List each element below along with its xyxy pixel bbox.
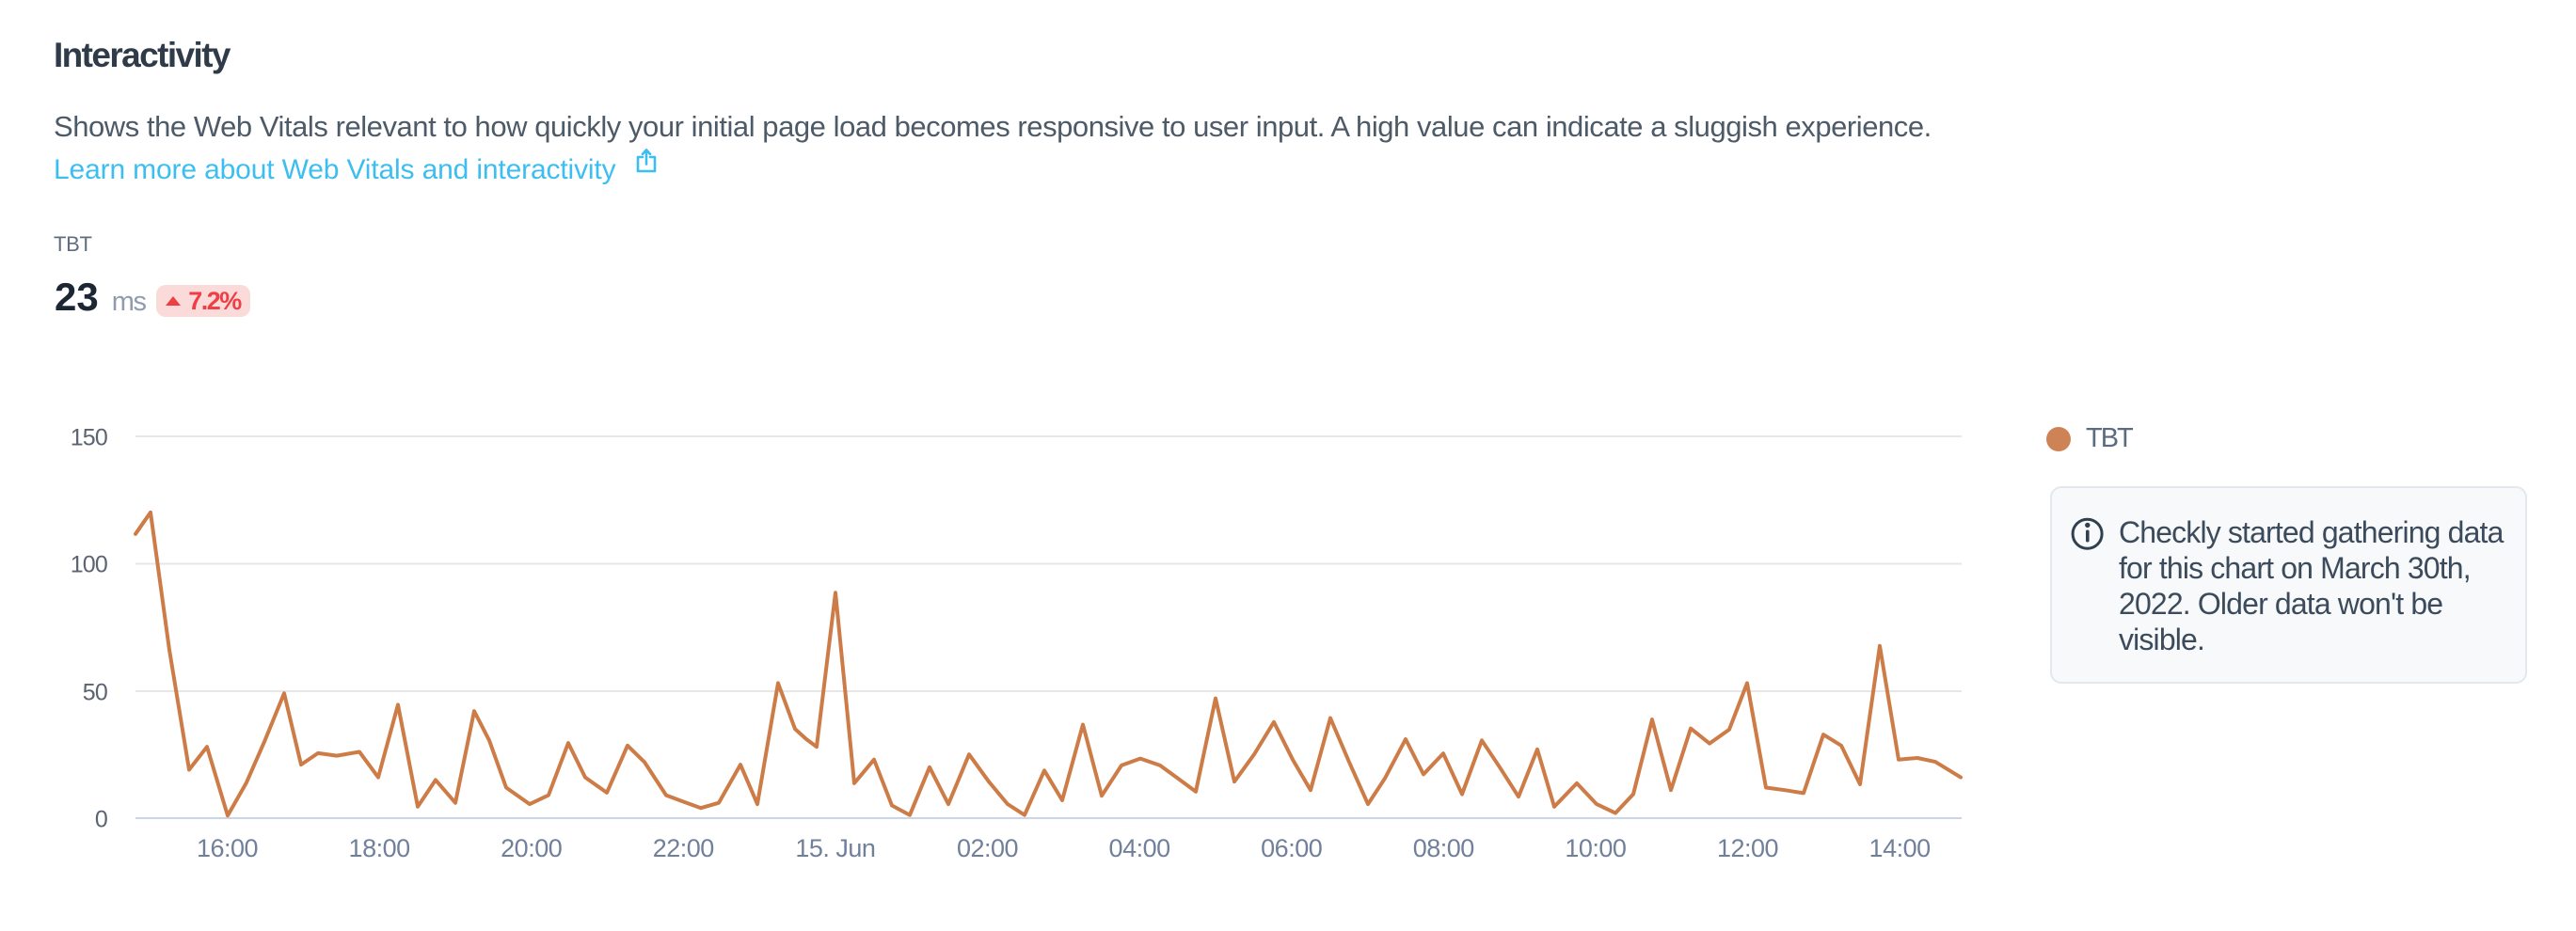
svg-text:04:00: 04:00: [1109, 834, 1170, 862]
svg-text:12:00: 12:00: [1717, 834, 1778, 862]
svg-text:0: 0: [95, 807, 107, 833]
svg-text:06:00: 06:00: [1261, 834, 1322, 862]
svg-text:15. Jun: 15. Jun: [795, 834, 875, 862]
svg-text:14:00: 14:00: [1869, 834, 1931, 862]
svg-text:100: 100: [71, 552, 107, 578]
svg-text:10:00: 10:00: [1565, 834, 1626, 862]
svg-text:08:00: 08:00: [1413, 834, 1474, 862]
svg-text:16:00: 16:00: [197, 834, 258, 862]
svg-text:22:00: 22:00: [653, 834, 714, 862]
svg-text:02:00: 02:00: [957, 834, 1018, 862]
svg-text:150: 150: [71, 425, 107, 451]
svg-text:20:00: 20:00: [501, 834, 562, 862]
svg-text:50: 50: [83, 680, 107, 706]
svg-text:18:00: 18:00: [349, 834, 410, 862]
